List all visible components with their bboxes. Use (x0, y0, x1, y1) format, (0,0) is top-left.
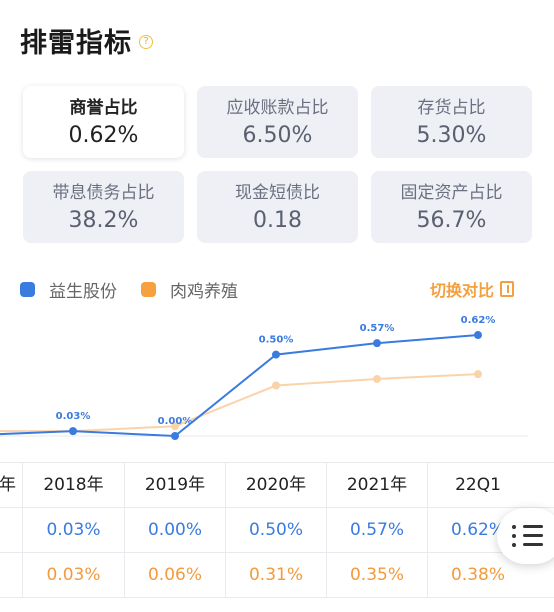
table-cell: 2018年 (22, 463, 124, 508)
table-cell: 2019年 (124, 463, 225, 508)
list-menu-icon-dot (512, 534, 516, 538)
data-point[interactable] (272, 381, 280, 390)
table-bottom-border (0, 597, 554, 598)
metric-card-goodwill[interactable]: 商誉占比 0.62% (23, 86, 184, 158)
switch-compare-button[interactable]: 切换对比 (430, 278, 514, 300)
table-cell (0, 553, 22, 598)
legend-item-industry[interactable]: 肉鸡养殖 (141, 277, 238, 302)
legend-label: 益生股份 (49, 281, 117, 302)
list-menu-icon-line (523, 543, 543, 546)
data-point[interactable] (171, 432, 179, 440)
metric-label: 存货占比 (417, 98, 486, 118)
legend-swatch (20, 281, 35, 297)
data-label: 0.03% (56, 411, 91, 422)
metric-value: 56.7% (416, 208, 487, 233)
question-circle-icon[interactable]: ? (139, 35, 153, 49)
metric-value: 0.62% (68, 123, 139, 148)
series-line-0 (0, 334, 479, 438)
table-cell: 2021年 (326, 463, 427, 508)
metric-label: 带息债务占比 (52, 183, 155, 203)
metric-card-receivables[interactable]: 应收账款占比 6.50% (197, 86, 358, 158)
compare-icon (500, 281, 514, 297)
table-row: 0.03% 0.00% 0.50% 0.57% 0.62% (0, 507, 554, 553)
data-point[interactable] (272, 350, 280, 359)
metric-label: 现金短债比 (235, 183, 320, 203)
data-point[interactable] (171, 422, 179, 431)
data-point[interactable] (373, 375, 381, 383)
section-header: 排雷指标 ? (20, 20, 153, 60)
data-point[interactable] (474, 370, 482, 379)
metric-card-fixed-assets[interactable]: 固定资产占比 56.7% (371, 171, 532, 243)
metric-label: 应收账款占比 (226, 98, 329, 118)
list-menu-icon-line (523, 534, 543, 537)
table-row: 0.03% 0.06% 0.31% 0.35% 0.38% (0, 552, 554, 598)
table-cell: 0.03% (22, 508, 124, 553)
legend-swatch (141, 281, 156, 297)
metric-value: 0.18 (253, 208, 302, 233)
table-cell (0, 508, 22, 553)
page-title: 排雷指标 (20, 27, 132, 59)
list-menu-icon-line (523, 525, 543, 528)
list-menu-icon-dot (512, 543, 516, 547)
data-table: 年 2018年 2019年 2020年 2021年 22Q1 0.03% 0.00% 0.50%… (0, 462, 554, 612)
table-cell: 0.57% (326, 508, 427, 553)
legend-item-company[interactable]: 益生股份 (20, 277, 117, 302)
table-cell: 0.38% (427, 553, 528, 598)
metric-card-interest-debt[interactable]: 带息债务占比 38.2% (23, 171, 184, 243)
data-label: 0.62% (461, 315, 496, 326)
table-cell: 0.06% (124, 553, 225, 598)
metric-value: 6.50% (242, 123, 313, 148)
metric-label: 商誉占比 (69, 98, 138, 118)
data-point[interactable] (373, 339, 381, 348)
metric-value: 38.2% (68, 208, 139, 233)
table-cell: 0.31% (225, 553, 326, 598)
table-cell: 0.03% (22, 553, 124, 598)
table-cell: 22Q1 (427, 463, 528, 508)
line-chart: 0.03% 0.00% 0.50% 0.57% 0.62% (0, 315, 528, 440)
list-menu-button[interactable] (497, 508, 554, 564)
table-cell: 2020年 (225, 463, 326, 508)
table-cell: 0.00% (124, 508, 225, 553)
switch-compare-label: 切换对比 (429, 281, 494, 300)
metric-card-cash-ratio[interactable]: 现金短债比 0.18 (197, 171, 358, 243)
list-menu-icon (512, 525, 516, 529)
table-cell: 0.62% (427, 508, 528, 553)
data-label: 0.57% (360, 323, 395, 334)
metric-label: 固定资产占比 (400, 183, 503, 203)
table-cell: 0.50% (225, 508, 326, 553)
metric-card-inventory[interactable]: 存货占比 5.30% (371, 86, 532, 158)
data-point[interactable] (474, 331, 482, 340)
metric-value: 5.30% (416, 123, 487, 148)
table-cell: 0.35% (326, 553, 427, 598)
series-line-1 (0, 373, 479, 433)
chart-legend: 益生股份 肉鸡养殖 (20, 277, 262, 302)
table-cell: 年 (0, 475, 16, 495)
data-label: 0.50% (259, 335, 294, 346)
legend-label: 肉鸡养殖 (170, 281, 238, 302)
metric-cards: 商誉占比 0.62% 应收账款占比 6.50% 存货占比 5.30% 带息债务占… (23, 86, 533, 243)
data-point[interactable] (69, 427, 77, 436)
data-label: 0.00% (158, 416, 193, 427)
table-header-row: 年 2018年 2019年 2020年 2021年 22Q1 (0, 462, 554, 508)
